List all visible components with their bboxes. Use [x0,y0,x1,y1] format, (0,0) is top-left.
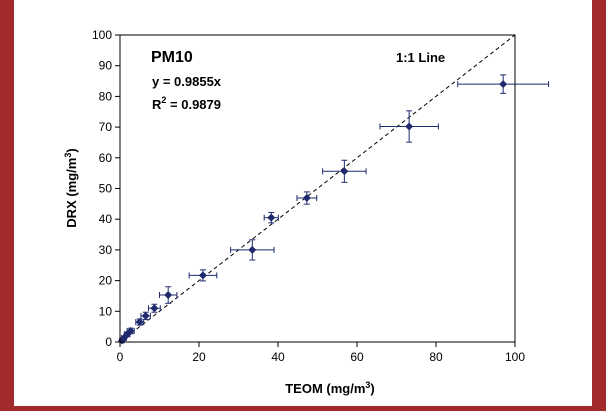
y-tick-label: 100 [92,28,112,42]
r-squared-prefix: R [152,97,162,112]
r-squared-superscript: 2 [161,95,166,105]
x-tick-label: 0 [117,350,124,364]
diamond-marker [164,291,173,300]
data-point [135,318,145,327]
y-tick-label: 0 [105,335,112,349]
data-point [159,286,178,304]
y-tick-label: 10 [99,304,113,318]
points-layer [117,74,550,345]
data-point [263,211,279,224]
r-squared-label: R2 = 0.9879 [152,95,221,112]
diamond-marker [302,194,311,203]
x-axis-title-main: TEOM (mg/m [285,381,365,396]
data-point [322,159,367,183]
y-tick-label: 80 [99,89,113,103]
x-tick-label: 20 [192,350,206,364]
ticks-layer: 0 20 40 60 80 100 0 10 20 30 40 50 60 70 80 90 100 [92,28,525,364]
one-to-one-line-label: 1:1 Line [396,50,445,65]
diamond-marker [499,80,508,89]
data-point [230,239,275,261]
y-tick-label: 20 [99,274,113,288]
diamond-marker [340,167,349,176]
y-tick-label: 50 [99,182,113,196]
y-axis-title-main: DRX (mg/m [64,158,79,228]
y-tick-label: 40 [99,212,113,226]
data-point [140,311,151,321]
r-squared-value: = 0.9879 [166,97,221,112]
diamond-marker [248,245,257,254]
y-axis-title: DRX (mg/m3) [63,148,79,227]
x-tick-label: 80 [429,350,443,364]
diamond-marker [198,271,207,280]
x-tick-label: 60 [350,350,364,364]
diamond-marker [135,318,144,327]
x-axis-title-end: ) [370,381,374,396]
data-point [457,74,550,94]
diamond-marker [405,122,414,131]
diamond-marker [150,304,159,313]
x-axis-title: TEOM (mg/m3) [285,380,375,396]
data-point [188,269,218,282]
x-tick-label: 100 [505,350,525,364]
chart-panel: 0 20 40 60 80 100 0 10 20 30 40 50 60 70 80 90 100 PM10 … [14,0,592,406]
diamond-marker [126,326,135,335]
data-point [147,303,161,313]
diamond-marker [141,311,150,320]
y-tick-label: 90 [99,59,113,73]
data-point [126,326,135,335]
x-tick-label: 40 [271,350,285,364]
series-label: PM10 [151,49,193,66]
y-tick-label: 70 [99,120,113,134]
y-axis-title-end: ) [64,148,79,152]
diamond-marker [267,213,276,222]
data-point [296,191,318,205]
x-axis-title-sup: 3 [365,380,370,390]
y-axis-title-sup: 3 [63,153,73,158]
reference-line-layer [119,34,516,343]
y-tick-label: 30 [99,243,113,257]
y-tick-label: 60 [99,151,113,165]
data-point [379,110,439,143]
equation-label: y = 0.9855x [152,74,222,89]
one-to-one-reference-line [119,34,516,343]
